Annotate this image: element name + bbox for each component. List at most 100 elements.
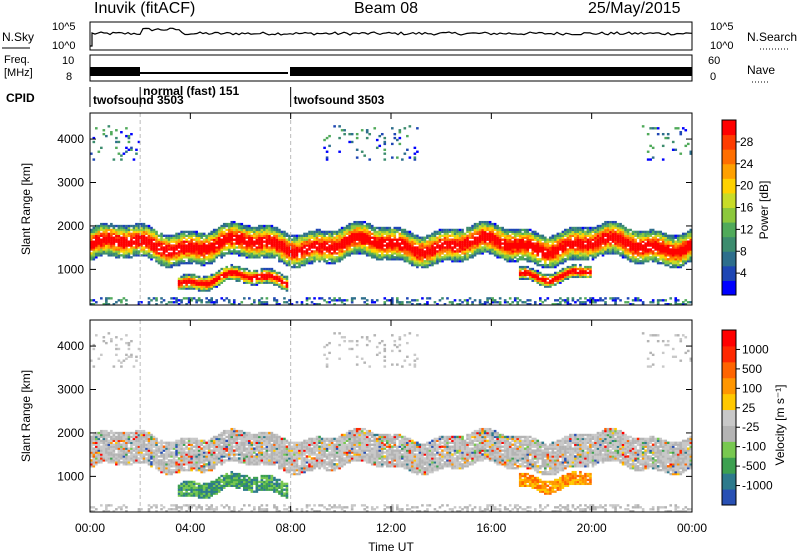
power-cell xyxy=(401,248,404,251)
power-cell xyxy=(363,246,367,249)
power-cell xyxy=(92,248,96,251)
power-cell xyxy=(215,232,219,236)
power-cell xyxy=(97,244,101,247)
velocity-cell xyxy=(115,336,118,339)
power-cell xyxy=(185,252,188,255)
power-cell xyxy=(396,244,399,247)
power-cell xyxy=(280,273,284,277)
power-cell xyxy=(656,250,660,253)
power-cell xyxy=(135,230,138,234)
power-cell xyxy=(511,252,514,255)
power-cell xyxy=(538,236,542,239)
power-cell xyxy=(441,248,444,251)
power-cell xyxy=(551,279,555,282)
power-cell xyxy=(651,258,655,261)
power-cell xyxy=(481,236,484,239)
power-cell xyxy=(177,277,181,280)
power-cell xyxy=(656,258,660,261)
power-cell xyxy=(300,234,304,237)
power-cell xyxy=(564,267,567,271)
power-cell xyxy=(283,281,286,284)
power-cell xyxy=(232,250,236,253)
power-cell xyxy=(97,224,101,228)
power-cell xyxy=(248,234,251,237)
power-cell xyxy=(408,230,412,234)
power-cell xyxy=(205,236,208,239)
power-cell xyxy=(584,269,587,273)
power-cell xyxy=(182,279,186,282)
power-cell xyxy=(300,250,304,253)
power-cell xyxy=(579,252,582,255)
power-cell xyxy=(621,228,625,232)
power-cell xyxy=(478,224,482,228)
power-cell xyxy=(503,228,507,232)
power-cell xyxy=(674,148,678,151)
power-cell xyxy=(413,146,417,150)
power-cell xyxy=(353,234,356,237)
power-cell xyxy=(574,226,577,230)
power-cell xyxy=(283,234,286,237)
power-cell xyxy=(365,224,369,228)
power-cell xyxy=(611,224,615,228)
power-cell xyxy=(438,230,442,234)
power-cell xyxy=(355,232,359,236)
power-cell xyxy=(125,234,128,237)
power-cell xyxy=(466,250,469,253)
power-cell xyxy=(453,236,457,239)
power-cell xyxy=(265,303,269,306)
power-cell xyxy=(97,246,101,249)
power-cell xyxy=(285,261,289,265)
velocity-cell xyxy=(100,429,103,433)
power-cell xyxy=(215,271,219,275)
power-cell xyxy=(503,256,507,259)
power-cell xyxy=(207,242,211,245)
power-cell xyxy=(227,236,231,239)
power-cell xyxy=(355,132,359,136)
power-cell xyxy=(313,297,316,300)
power-cell xyxy=(579,248,582,251)
power-cell xyxy=(566,232,570,236)
power-cell xyxy=(210,297,213,300)
velocity-cell xyxy=(102,445,106,448)
power-cell xyxy=(549,256,552,259)
power-cell xyxy=(531,258,535,261)
power-cell xyxy=(556,281,560,284)
power-cell xyxy=(476,230,479,234)
power-cell xyxy=(579,275,582,279)
power-cell xyxy=(614,234,617,237)
power-cell xyxy=(566,303,570,306)
power-cell xyxy=(187,301,191,304)
velocity-cell xyxy=(90,451,93,454)
power-cell xyxy=(564,269,567,273)
power-cell xyxy=(323,242,326,245)
power-cell xyxy=(481,226,484,230)
power-cell xyxy=(325,150,329,153)
power-cell xyxy=(659,254,662,257)
power-cell xyxy=(433,258,437,261)
power-cell xyxy=(345,248,349,251)
power-cell xyxy=(433,260,437,263)
power-cell xyxy=(473,246,477,249)
power-cell xyxy=(295,301,299,304)
power-cell xyxy=(195,232,198,236)
power-cell xyxy=(639,299,642,302)
power-cell xyxy=(661,246,665,249)
power-cell xyxy=(212,236,216,239)
power-cell xyxy=(576,275,580,279)
power-cell xyxy=(240,267,244,271)
power-cell xyxy=(310,258,314,261)
power-cell xyxy=(360,230,364,234)
power-cell xyxy=(421,261,424,265)
power-cell xyxy=(516,246,520,249)
power-cell xyxy=(348,240,351,243)
power-cell xyxy=(192,287,196,290)
power-cell xyxy=(225,275,229,279)
power-cell xyxy=(604,240,607,243)
velocity-cell xyxy=(107,461,111,464)
power-cell xyxy=(315,252,319,255)
power-cell xyxy=(368,234,372,237)
power-cell xyxy=(503,234,507,237)
power-cell xyxy=(569,258,572,261)
power-cell xyxy=(418,263,422,267)
power-cell xyxy=(468,297,472,300)
